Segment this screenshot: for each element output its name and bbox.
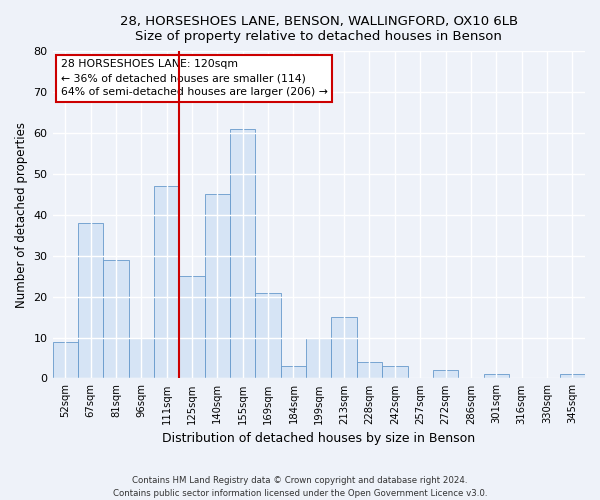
Text: 28 HORSESHOES LANE: 120sqm
← 36% of detached houses are smaller (114)
64% of sem: 28 HORSESHOES LANE: 120sqm ← 36% of deta… xyxy=(61,60,328,98)
Bar xyxy=(154,186,179,378)
Y-axis label: Number of detached properties: Number of detached properties xyxy=(15,122,28,308)
Bar xyxy=(205,194,230,378)
Bar xyxy=(433,370,458,378)
Bar xyxy=(306,338,331,378)
Bar xyxy=(128,338,154,378)
Bar xyxy=(484,374,509,378)
Bar xyxy=(230,129,256,378)
X-axis label: Distribution of detached houses by size in Benson: Distribution of detached houses by size … xyxy=(162,432,475,445)
Bar xyxy=(53,342,78,378)
Bar xyxy=(179,276,205,378)
Bar xyxy=(103,260,128,378)
Bar xyxy=(281,366,306,378)
Bar xyxy=(382,366,407,378)
Bar xyxy=(256,292,281,378)
Bar xyxy=(331,317,357,378)
Bar xyxy=(560,374,585,378)
Bar xyxy=(78,223,103,378)
Bar xyxy=(357,362,382,378)
Text: Contains HM Land Registry data © Crown copyright and database right 2024.
Contai: Contains HM Land Registry data © Crown c… xyxy=(113,476,487,498)
Title: 28, HORSESHOES LANE, BENSON, WALLINGFORD, OX10 6LB
Size of property relative to : 28, HORSESHOES LANE, BENSON, WALLINGFORD… xyxy=(120,15,518,43)
